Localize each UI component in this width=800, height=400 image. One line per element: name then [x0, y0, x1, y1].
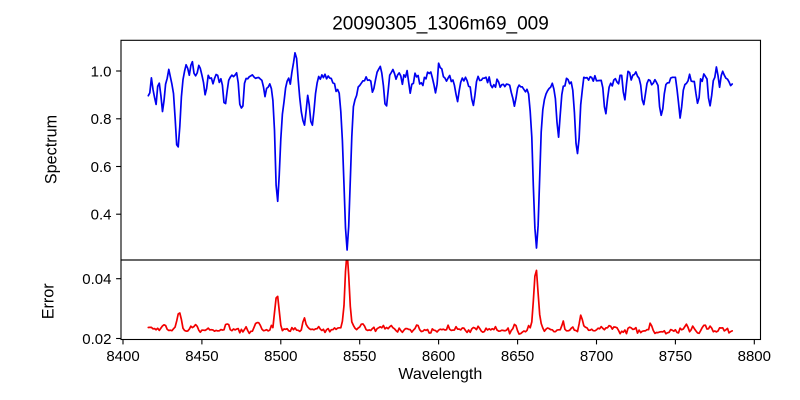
svg-text:0.8: 0.8: [91, 111, 112, 128]
svg-text:8500: 8500: [264, 348, 297, 365]
svg-text:8800: 8800: [738, 348, 771, 365]
svg-text:8450: 8450: [185, 348, 218, 365]
svg-text:1.0: 1.0: [91, 64, 112, 81]
svg-text:8550: 8550: [343, 348, 376, 365]
svg-text:0.04: 0.04: [82, 271, 111, 288]
svg-text:8650: 8650: [501, 348, 534, 365]
svg-text:8600: 8600: [422, 348, 455, 365]
svg-text:Error: Error: [40, 283, 58, 320]
svg-text:8750: 8750: [659, 348, 692, 365]
svg-text:8700: 8700: [580, 348, 613, 365]
svg-text:20090305_1306m69_009: 20090305_1306m69_009: [332, 14, 549, 35]
svg-text:Wavelength: Wavelength: [398, 366, 482, 383]
svg-text:8400: 8400: [106, 348, 139, 365]
svg-text:0.6: 0.6: [91, 159, 112, 176]
svg-text:Spectrum: Spectrum: [43, 115, 61, 184]
svg-text:0.4: 0.4: [91, 207, 112, 224]
svg-text:0.02: 0.02: [82, 331, 111, 348]
